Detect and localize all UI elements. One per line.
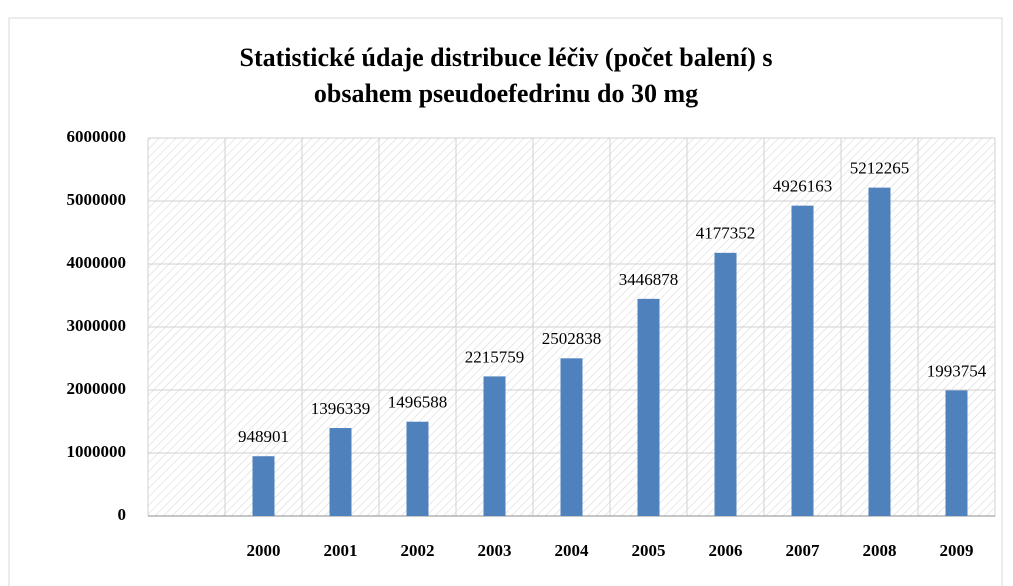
bar xyxy=(252,456,275,516)
data-label: 2502838 xyxy=(542,329,602,348)
bar xyxy=(329,428,352,516)
bar xyxy=(714,252,737,516)
bar xyxy=(791,205,814,516)
data-label: 948901 xyxy=(238,427,289,446)
y-tick-label: 1000000 xyxy=(67,442,127,461)
bar xyxy=(868,187,891,516)
bar xyxy=(637,298,660,516)
x-tick-label: 2000 xyxy=(247,541,281,560)
x-tick-label: 2008 xyxy=(863,541,897,560)
data-label: 1396339 xyxy=(311,399,371,418)
bar xyxy=(406,421,429,516)
data-label: 4177352 xyxy=(696,224,756,243)
chart-title: Statistické údaje distribuce léčiv (poče… xyxy=(240,43,773,72)
x-tick-label: 2007 xyxy=(786,541,821,560)
data-label: 3446878 xyxy=(619,270,679,289)
y-tick-label: 4000000 xyxy=(67,253,127,272)
bar xyxy=(945,390,968,516)
data-label: 5212265 xyxy=(850,159,910,178)
y-tick-label: 2000000 xyxy=(67,379,127,398)
y-tick-label: 6000000 xyxy=(67,127,127,146)
data-label: 1496588 xyxy=(388,393,448,412)
bar xyxy=(560,358,583,516)
y-tick-label: 3000000 xyxy=(67,316,127,335)
y-tick-label: 5000000 xyxy=(67,190,127,209)
y-tick-label: 0 xyxy=(118,505,127,524)
x-tick-label: 2009 xyxy=(940,541,974,560)
x-tick-label: 2005 xyxy=(632,541,666,560)
data-label: 2215759 xyxy=(465,347,525,366)
data-label: 4926163 xyxy=(773,177,833,196)
x-tick-label: 2001 xyxy=(324,541,358,560)
x-tick-label: 2003 xyxy=(478,541,512,560)
x-tick-label: 2004 xyxy=(555,541,590,560)
x-tick-label: 2002 xyxy=(401,541,435,560)
data-label: 1993754 xyxy=(927,361,987,380)
x-tick-label: 2006 xyxy=(709,541,743,560)
bar xyxy=(483,376,506,516)
chart-subtitle: obsahem pseudoefedrinu do 30 mg xyxy=(314,79,698,108)
